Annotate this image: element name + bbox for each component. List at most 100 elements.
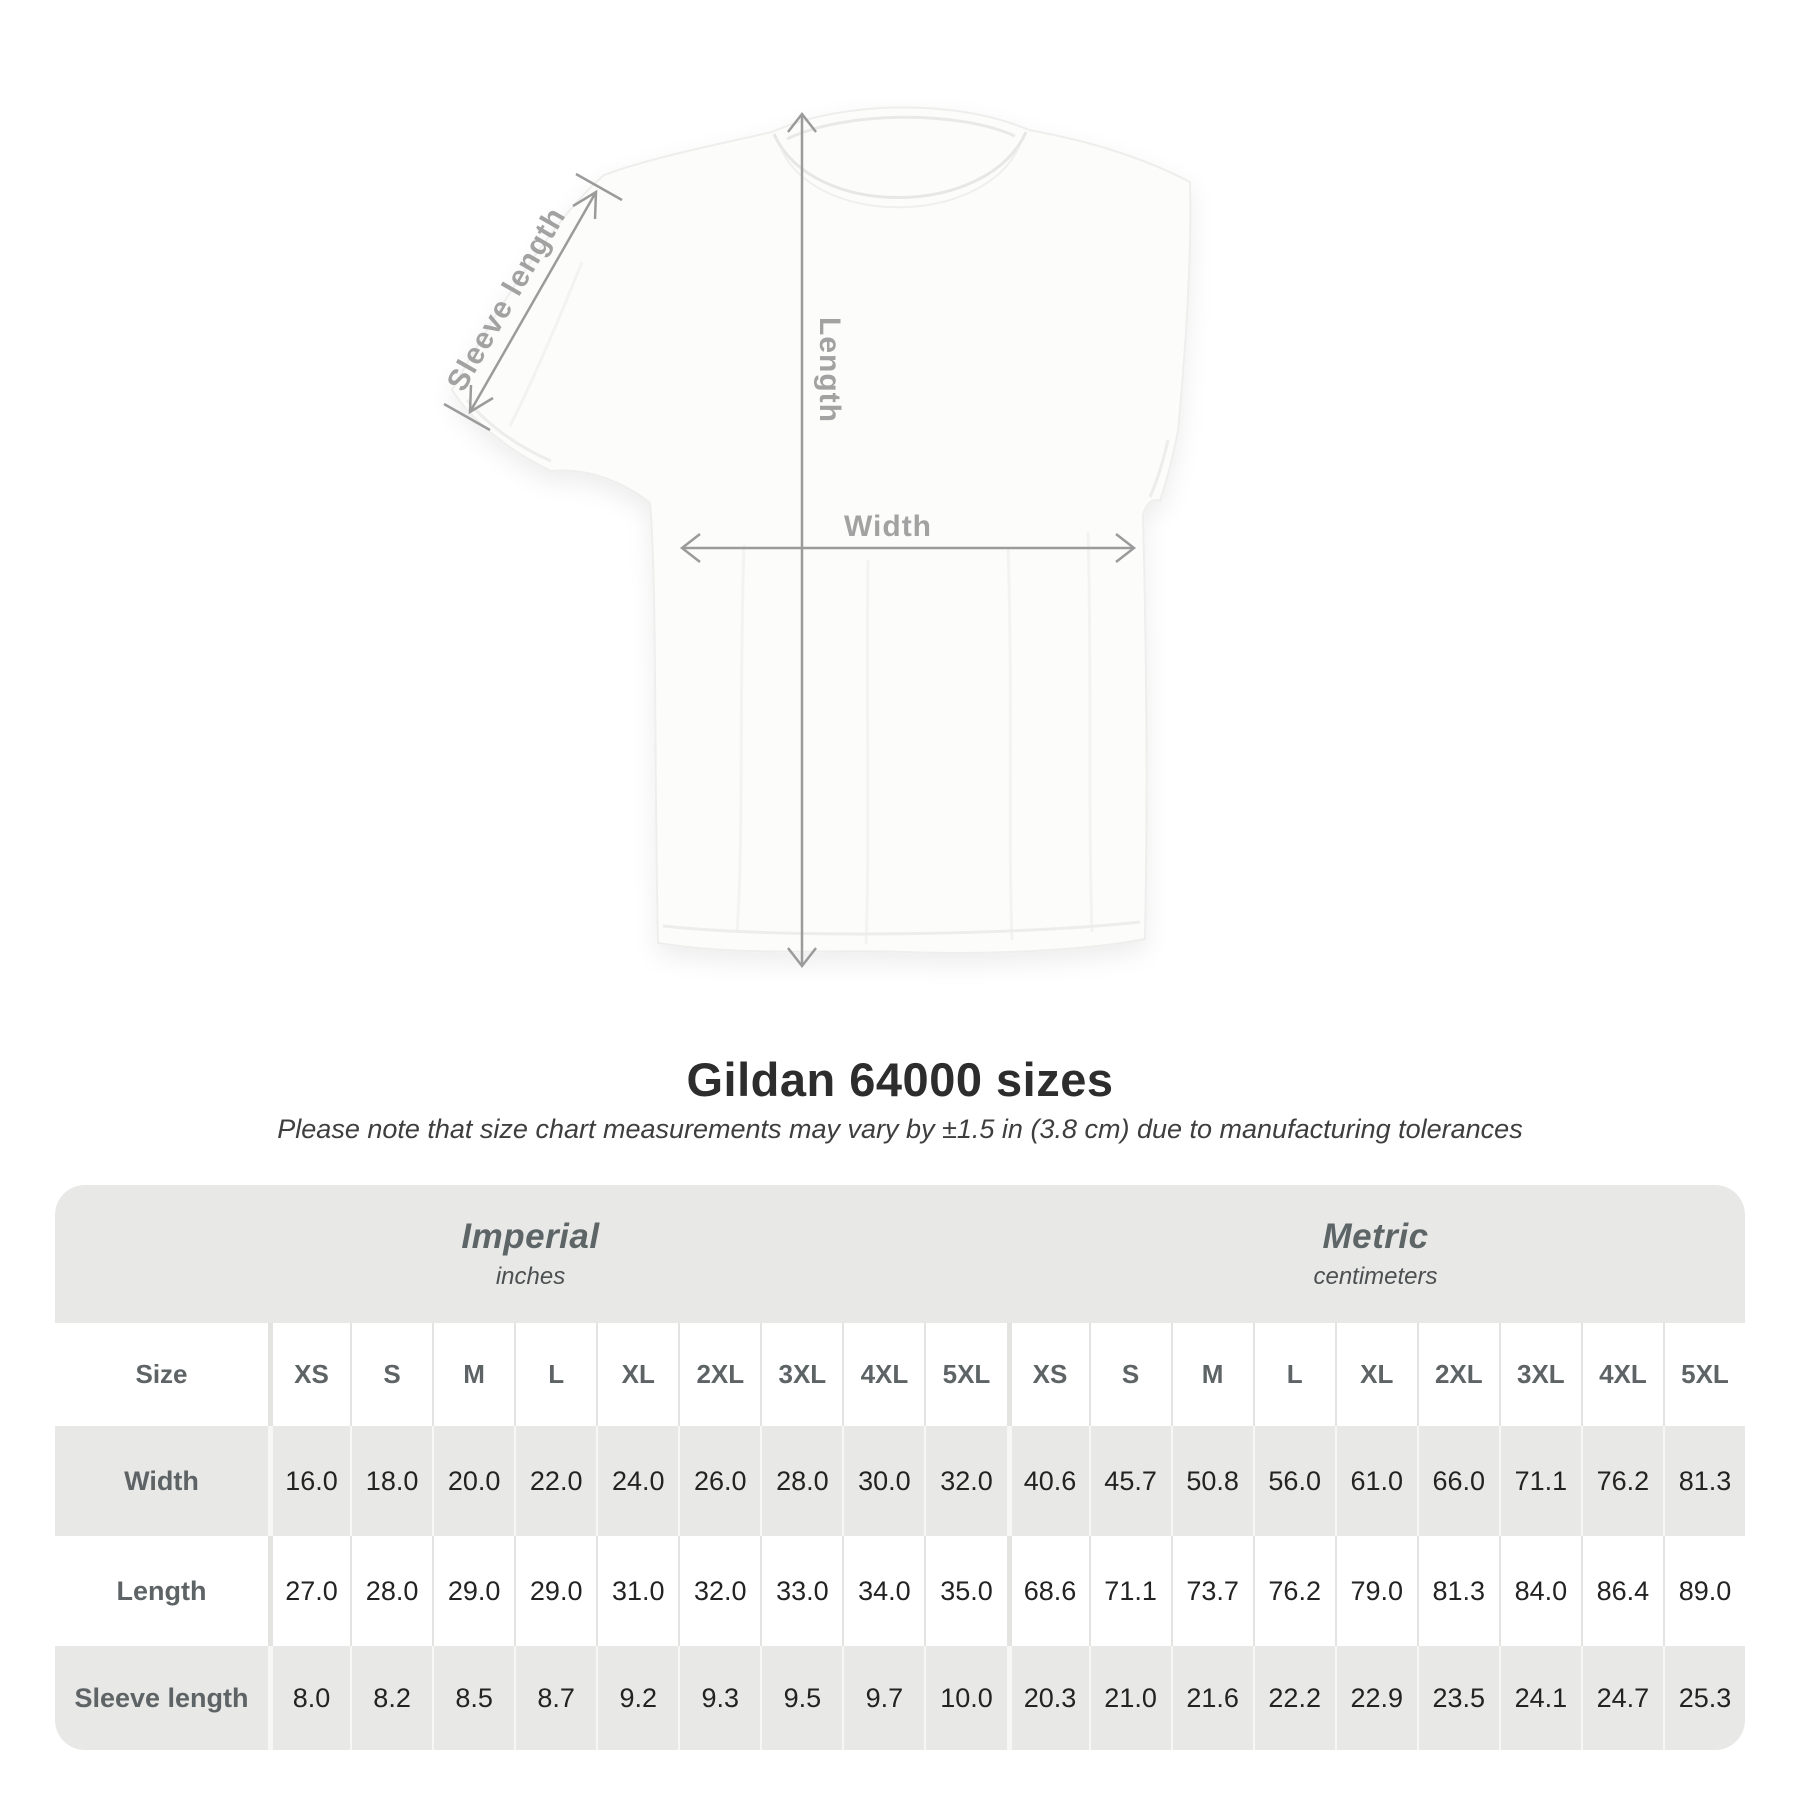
width-imperial-l: 22.0 xyxy=(514,1426,596,1536)
length-metric-s: 71.1 xyxy=(1088,1536,1171,1646)
length-imperial-l: 29.0 xyxy=(514,1536,596,1646)
length-metric-2xl: 81.3 xyxy=(1416,1536,1499,1646)
size-header-imperial-2xl: 2XL xyxy=(678,1323,760,1426)
sleeve-imperial-s: 8.2 xyxy=(350,1646,432,1750)
sleeve-imperial-xl: 9.2 xyxy=(596,1646,678,1750)
unit-group-header: Imperial inches Metric centimeters xyxy=(55,1185,1745,1323)
right-sleeve-stitch xyxy=(1148,439,1170,498)
width-imperial-m: 20.0 xyxy=(432,1426,514,1536)
length-row: Length 27.0 28.0 29.0 29.0 31.0 32.0 33.… xyxy=(55,1536,1745,1646)
sleeve-metric-4xl: 24.7 xyxy=(1580,1646,1663,1750)
sleeve-metric-xl: 22.9 xyxy=(1334,1646,1417,1750)
sleeve-length-row: Sleeve length 8.0 8.2 8.5 8.7 9.2 9.3 9.… xyxy=(55,1646,1745,1750)
size-header-imperial-l: L xyxy=(514,1323,596,1426)
sleeve-metric-l: 22.2 xyxy=(1252,1646,1335,1750)
size-header-metric-2xl: 2XL xyxy=(1416,1323,1499,1426)
sleeve-metric-s: 21.0 xyxy=(1088,1646,1171,1750)
width-imperial-5xl: 32.0 xyxy=(924,1426,1006,1536)
size-header-metric-4xl: 4XL xyxy=(1580,1323,1663,1426)
length-imperial-s: 28.0 xyxy=(350,1536,432,1646)
length-imperial-xs: 27.0 xyxy=(268,1536,350,1646)
sleeve-imperial-2xl: 9.3 xyxy=(678,1646,760,1750)
length-row-label: Length xyxy=(116,1575,207,1606)
sleeve-metric-xs: 20.3 xyxy=(1006,1646,1089,1750)
width-row-label: Width xyxy=(124,1465,199,1496)
page-title: Gildan 64000 sizes xyxy=(686,1053,1114,1106)
size-header-row: Size XS S M L XL 2XL 3XL 4XL 5XL XS S M … xyxy=(55,1323,1745,1426)
size-header-metric-xl: XL xyxy=(1334,1323,1417,1426)
sleeve-arrow-line xyxy=(468,191,598,413)
size-header-metric-l: L xyxy=(1252,1323,1335,1426)
size-header-metric-3xl: 3XL xyxy=(1498,1323,1581,1426)
length-label: Length xyxy=(813,317,846,423)
length-imperial-5xl: 35.0 xyxy=(924,1536,1006,1646)
sleeve-arrowhead-top xyxy=(572,189,598,220)
size-header-imperial-m: M xyxy=(432,1323,514,1426)
width-metric-l: 56.0 xyxy=(1252,1426,1335,1536)
sleeve-imperial-m: 8.5 xyxy=(432,1646,514,1750)
sleeve-imperial-4xl: 9.7 xyxy=(842,1646,924,1750)
length-imperial-3xl: 33.0 xyxy=(760,1536,842,1646)
size-header-imperial-4xl: 4XL xyxy=(842,1323,924,1426)
sleeve-arrowhead-bottom xyxy=(468,384,494,415)
sleeve-imperial-l: 8.7 xyxy=(514,1646,596,1750)
imperial-units: inches xyxy=(495,1263,566,1290)
width-imperial-4xl: 30.0 xyxy=(842,1426,924,1536)
tshirt-diagram-svg: Length Width Sleeve length xyxy=(441,106,1192,969)
length-imperial-xl: 31.0 xyxy=(596,1536,678,1646)
length-metric-xl: 79.0 xyxy=(1334,1536,1417,1646)
width-arrowhead-right xyxy=(1115,533,1137,563)
width-metric-m: 50.8 xyxy=(1170,1426,1253,1536)
size-header-metric-xs: XS xyxy=(1006,1323,1089,1426)
width-row: Width 16.0 18.0 20.0 22.0 24.0 26.0 28.0… xyxy=(55,1426,1745,1536)
length-imperial-2xl: 32.0 xyxy=(678,1536,760,1646)
size-header-imperial-5xl: 5XL xyxy=(924,1323,1006,1426)
sleeve-end-tick-bottom xyxy=(443,402,491,432)
sleeve-imperial-3xl: 9.5 xyxy=(760,1646,842,1750)
length-metric-m: 73.7 xyxy=(1170,1536,1253,1646)
imperial-group-header: Imperial inches xyxy=(55,1185,1006,1323)
width-imperial-3xl: 28.0 xyxy=(760,1426,842,1536)
sleeve-imperial-5xl: 10.0 xyxy=(924,1646,1006,1750)
width-metric-s: 45.7 xyxy=(1088,1426,1171,1536)
tolerance-note: Please note that size chart measurements… xyxy=(277,1114,1523,1144)
width-imperial-s: 18.0 xyxy=(350,1426,432,1536)
size-header-metric-5xl: 5XL xyxy=(1662,1323,1745,1426)
sleeve-end-tick-top xyxy=(575,172,623,202)
length-metric-xs: 68.6 xyxy=(1006,1536,1089,1646)
size-header-imperial-xs: XS xyxy=(268,1323,350,1426)
length-metric-5xl: 89.0 xyxy=(1662,1536,1745,1646)
width-metric-2xl: 66.0 xyxy=(1416,1426,1499,1536)
sleeve-metric-m: 21.6 xyxy=(1170,1646,1253,1750)
tshirt-image xyxy=(450,106,1192,954)
sleeve-metric-2xl: 23.5 xyxy=(1416,1646,1499,1750)
length-imperial-4xl: 34.0 xyxy=(842,1536,924,1646)
size-header-imperial-3xl: 3XL xyxy=(760,1323,842,1426)
width-imperial-xs: 16.0 xyxy=(268,1426,350,1536)
metric-label: Metric xyxy=(1322,1217,1429,1256)
metric-group-header: Metric centimeters xyxy=(1006,1185,1745,1323)
sleeve-imperial-xs: 8.0 xyxy=(268,1646,350,1750)
size-header-imperial-xl: XL xyxy=(596,1323,678,1426)
width-arrowhead-left xyxy=(679,533,701,563)
sleeve-metric-3xl: 24.1 xyxy=(1498,1646,1581,1750)
length-metric-4xl: 86.4 xyxy=(1580,1536,1663,1646)
size-column-header: Size xyxy=(135,1359,188,1389)
width-metric-xs: 40.6 xyxy=(1006,1426,1089,1536)
size-header-imperial-s: S xyxy=(350,1323,432,1426)
width-metric-5xl: 81.3 xyxy=(1662,1426,1745,1536)
width-label: Width xyxy=(844,510,932,543)
length-imperial-m: 29.0 xyxy=(432,1536,514,1646)
size-header-metric-m: M xyxy=(1170,1323,1253,1426)
tshirt-measurement-diagram: Length Width Sleeve length xyxy=(441,106,1192,969)
width-metric-4xl: 76.2 xyxy=(1580,1426,1663,1536)
width-metric-3xl: 71.1 xyxy=(1498,1426,1581,1536)
length-arrowhead-top xyxy=(787,111,817,133)
length-metric-l: 76.2 xyxy=(1252,1536,1335,1646)
width-metric-xl: 61.0 xyxy=(1334,1426,1417,1536)
imperial-label: Imperial xyxy=(461,1217,600,1256)
collar-band-line xyxy=(786,115,1016,141)
metric-units: centimeters xyxy=(1313,1263,1438,1290)
hem-stitch xyxy=(662,920,1141,936)
